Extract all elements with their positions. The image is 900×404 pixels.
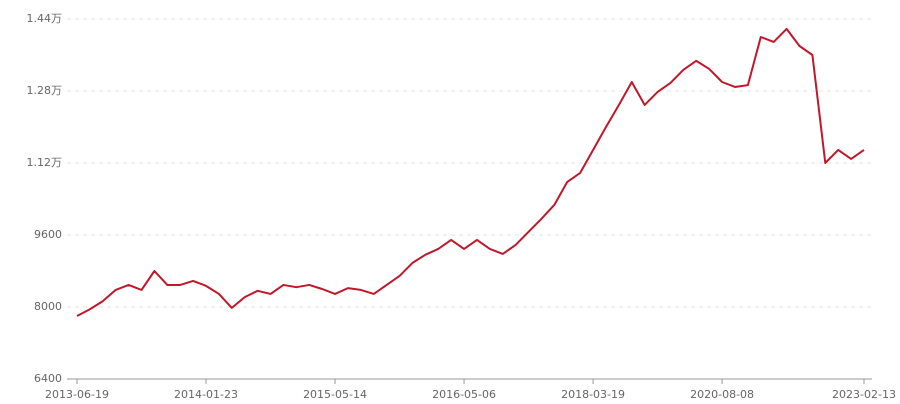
y-tick-label: 9600 bbox=[34, 228, 62, 241]
y-tick-label: 1.44万 bbox=[27, 12, 63, 25]
x-tick-label: 2015-05-14 bbox=[303, 388, 367, 400]
y-tick-label: 1.12万 bbox=[27, 156, 63, 169]
x-tick-label: 2014-01-23 bbox=[174, 388, 238, 400]
y-tick-label: 6400 bbox=[34, 372, 62, 385]
x-tick-label: 2023-02-13 bbox=[832, 388, 896, 400]
y-tick-label: 8000 bbox=[34, 300, 62, 313]
x-tick-label: 2016-05-06 bbox=[432, 388, 496, 400]
y-tick-label: 1.28万 bbox=[27, 84, 63, 97]
data-line bbox=[76, 27, 865, 317]
x-tick-label: 2020-08-08 bbox=[690, 388, 754, 400]
x-tick-label: 2018-03-19 bbox=[561, 388, 625, 400]
x-tick-label: 2013-06-19 bbox=[45, 388, 109, 400]
